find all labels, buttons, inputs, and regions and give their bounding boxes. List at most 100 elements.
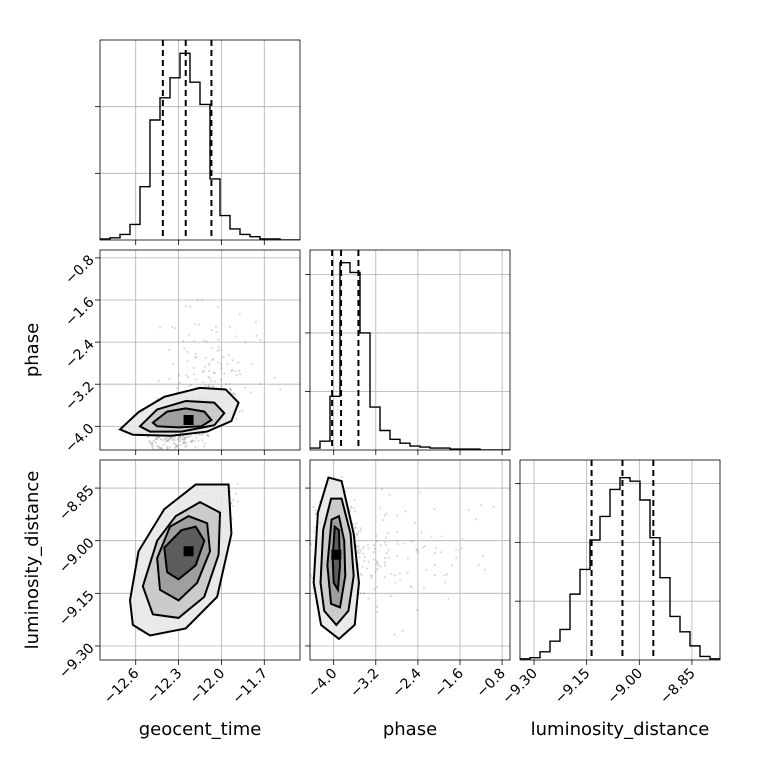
scatter-point <box>190 439 193 442</box>
scatter-point <box>183 347 186 350</box>
scatter-point <box>352 506 355 509</box>
scatter-point <box>203 384 207 387</box>
scatter-point <box>357 530 360 534</box>
y-tick-label: −9.15 <box>56 588 98 630</box>
histogram-bin <box>630 481 640 660</box>
scatter-point <box>376 611 379 614</box>
scatter-point <box>195 436 198 440</box>
scatter-point <box>357 551 360 554</box>
scatter-point <box>163 437 166 440</box>
scatter-point <box>161 454 163 456</box>
scatter-point <box>359 572 363 576</box>
scatter-point <box>209 380 213 383</box>
scatter-point <box>175 452 177 454</box>
scatter-point <box>181 435 185 438</box>
scatter-point <box>203 442 206 445</box>
x-tick-label: −9.00 <box>604 666 646 708</box>
scatter-point <box>356 533 359 536</box>
contour-line <box>312 476 360 641</box>
scatter-point <box>422 587 426 590</box>
histogram-bin <box>190 82 200 240</box>
scatter-point <box>179 444 182 447</box>
scatter-point <box>209 377 212 380</box>
density-fill <box>152 408 212 428</box>
scatter-point <box>192 366 195 370</box>
scatter-point <box>372 558 375 561</box>
scatter-point <box>235 373 238 377</box>
scatter-point <box>433 563 436 567</box>
scatter-point <box>175 444 178 447</box>
scatter-point <box>383 561 386 564</box>
scatter-point <box>152 439 155 443</box>
contour-line <box>118 386 240 437</box>
x-tick-label: −9.15 <box>552 666 594 708</box>
scatter-point <box>183 436 186 439</box>
y-tick-label: −8.85 <box>56 482 98 524</box>
scatter-point <box>349 505 353 509</box>
scatter-point <box>211 385 215 388</box>
scatter-point <box>367 597 370 600</box>
scatter-point <box>197 433 200 436</box>
scatter-point <box>189 434 193 437</box>
scatter-point <box>167 438 170 441</box>
scatter-point <box>366 543 369 546</box>
scatter-point <box>206 385 210 388</box>
scatter-point <box>224 383 228 386</box>
scatter-point <box>226 363 229 366</box>
scatter-point <box>163 457 165 459</box>
scatter-point <box>356 550 359 553</box>
scatter-point <box>357 545 361 548</box>
contour-line <box>156 515 212 602</box>
scatter-point <box>349 509 352 513</box>
scatter-point <box>367 546 370 550</box>
scatter-point <box>211 359 214 362</box>
scatter-point <box>213 380 216 383</box>
scatter-point <box>387 531 390 534</box>
scatter-point <box>167 437 171 441</box>
scatter-point <box>460 547 463 550</box>
scatter-point <box>228 325 231 328</box>
scatter-point <box>202 339 205 342</box>
scatter-point <box>216 349 219 353</box>
scatter-point <box>220 367 223 370</box>
scatter-point <box>375 540 378 543</box>
scatter-point <box>211 346 214 349</box>
scatter-point <box>169 436 172 439</box>
scatter-point <box>174 445 177 448</box>
scatter-point <box>238 410 241 413</box>
scatter-point <box>406 557 409 560</box>
scatter-point <box>182 438 185 441</box>
scatter-point <box>232 498 235 502</box>
scatter-point <box>132 476 134 478</box>
scatter-point <box>177 448 181 450</box>
scatter-point <box>417 550 420 554</box>
scatter-point <box>361 565 364 569</box>
panel-frame <box>99 459 301 661</box>
scatter-point <box>353 510 357 513</box>
scatter-point <box>185 374 188 377</box>
scatter-point <box>157 435 161 439</box>
scatter-point <box>175 386 179 390</box>
y-tick-label: −3.2 <box>62 379 97 414</box>
histogram-bin <box>230 229 240 240</box>
density-peak <box>331 549 342 560</box>
scatter-point <box>182 442 186 445</box>
density-peak <box>183 415 194 425</box>
scatter-point <box>393 633 396 636</box>
scatter-point <box>241 409 244 412</box>
scatter-point <box>311 576 314 579</box>
scatter-point <box>396 530 399 533</box>
scatter-point <box>190 383 193 387</box>
scatter-point <box>162 443 165 446</box>
scatter-point <box>372 551 376 554</box>
scatter-point <box>312 505 315 509</box>
panel-content <box>128 482 239 637</box>
panel-frame <box>99 39 301 241</box>
y-tick-label: −0.8 <box>62 252 97 287</box>
scatter-point <box>387 549 390 552</box>
x-tick-label: −12.0 <box>187 666 229 708</box>
scatter-point <box>398 572 401 575</box>
scatter-point <box>401 629 404 632</box>
scatter-point <box>259 338 262 342</box>
scatter-point <box>410 540 413 543</box>
